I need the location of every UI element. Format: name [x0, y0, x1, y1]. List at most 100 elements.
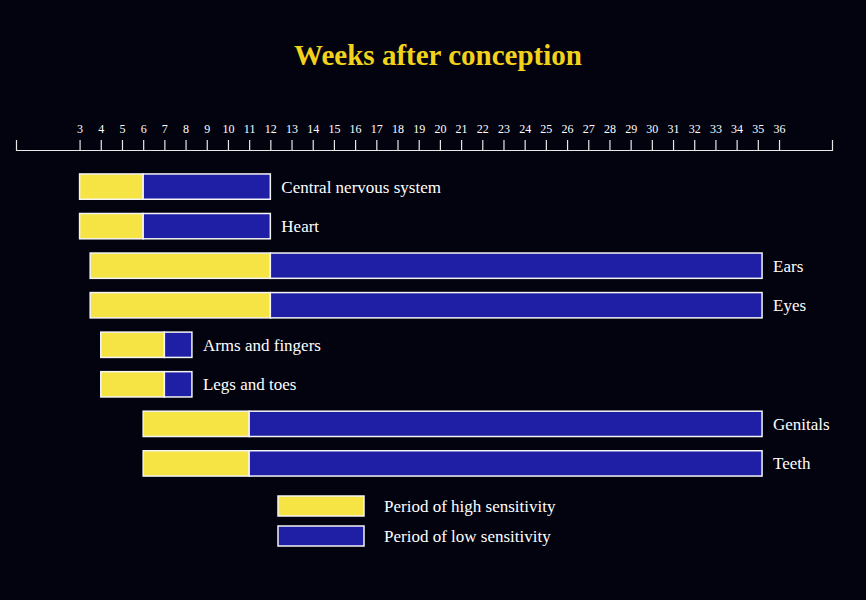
- bars: [80, 174, 762, 476]
- tick: 7: [162, 122, 168, 150]
- tick: 34: [731, 122, 743, 150]
- tick-mark: [334, 140, 335, 150]
- title: Weeks after conception: [294, 39, 582, 71]
- tick-label: 9: [204, 122, 210, 136]
- tick: 36: [774, 122, 786, 150]
- bar-segment: [143, 213, 270, 238]
- background: [0, 0, 866, 600]
- tick: 14: [307, 122, 319, 150]
- tick-mark: [313, 140, 314, 150]
- tick-mark: [694, 140, 695, 150]
- tick-mark: [567, 140, 568, 150]
- tick-mark: [652, 140, 653, 150]
- tick-mark: [101, 140, 102, 150]
- tick-label: 31: [668, 122, 680, 136]
- tick: 27: [583, 122, 595, 150]
- axis-line: [17, 140, 833, 151]
- tick-mark: [291, 140, 292, 150]
- tick-mark: [525, 140, 526, 150]
- bar-segment: [164, 372, 192, 397]
- tick-label: 24: [519, 122, 531, 136]
- tick-mark: [419, 140, 420, 150]
- category-label: Legs and toes: [203, 375, 296, 394]
- bar-segment: [90, 253, 270, 278]
- tick-mark: [461, 140, 462, 150]
- tick: 4: [98, 122, 104, 150]
- tick: 21: [456, 122, 468, 150]
- tick-label: 36: [774, 122, 786, 136]
- tick-mark: [631, 140, 632, 150]
- category-label: Ears: [773, 257, 803, 276]
- tick-label: 13: [286, 122, 298, 136]
- bar-segment: [249, 411, 762, 436]
- tick-label: 27: [583, 122, 595, 136]
- tick-mark: [228, 140, 229, 150]
- tick-mark: [609, 140, 610, 150]
- tick-label: 22: [477, 122, 489, 136]
- tick-label: 4: [98, 122, 104, 136]
- tick: 20: [434, 122, 446, 150]
- tick: 11: [244, 122, 256, 150]
- tick-label: 14: [307, 122, 319, 136]
- tick: 19: [413, 122, 425, 150]
- legend-swatch: [278, 496, 364, 516]
- tick-label: 32: [689, 122, 701, 136]
- tick-label: 18: [392, 122, 404, 136]
- tick-label: 8: [183, 122, 189, 136]
- tick-label: 19: [413, 122, 425, 136]
- tick: 31: [668, 122, 680, 150]
- tick: 24: [519, 122, 531, 150]
- tick-mark: [122, 140, 123, 150]
- category-label: Eyes: [773, 296, 806, 315]
- tick-mark: [758, 140, 759, 150]
- category-label: Central nervous system: [281, 178, 441, 197]
- bar-segment: [270, 293, 762, 318]
- tick-mark: [482, 140, 483, 150]
- tick: 8: [183, 122, 189, 150]
- tick-label: 7: [162, 122, 168, 136]
- tick-mark: [270, 140, 271, 150]
- tick-label: 6: [141, 122, 147, 136]
- legend-label: Period of high sensitivity: [384, 497, 556, 516]
- bar-segment: [101, 372, 165, 397]
- tick-mark: [376, 140, 377, 150]
- tick-label: 20: [434, 122, 446, 136]
- tick: 6: [141, 122, 147, 150]
- tick-mark: [79, 140, 80, 150]
- bar-segment: [80, 213, 144, 238]
- tick: 13: [286, 122, 298, 150]
- tick: 22: [477, 122, 489, 150]
- tick: 5: [119, 122, 125, 150]
- tick-mark: [440, 140, 441, 150]
- tick: 32: [689, 122, 701, 150]
- tick-label: 25: [540, 122, 552, 136]
- bar-segment: [143, 174, 270, 199]
- tick-label: 35: [752, 122, 764, 136]
- tick-mark: [779, 140, 780, 150]
- tick: 10: [222, 122, 234, 150]
- tick-label: 21: [456, 122, 468, 136]
- tick-mark: [249, 140, 250, 150]
- tick-mark: [355, 140, 356, 150]
- bar-segment: [143, 451, 249, 476]
- tick-mark: [588, 140, 589, 150]
- tick: 26: [562, 122, 574, 150]
- bar-segment: [80, 174, 144, 199]
- tick: 9: [204, 122, 210, 150]
- tick-label: 26: [562, 122, 574, 136]
- category-label: Teeth: [773, 454, 811, 473]
- tick: 18: [392, 122, 404, 150]
- legend-swatch: [278, 526, 364, 546]
- tick-label: 28: [604, 122, 616, 136]
- tick: 23: [498, 122, 510, 150]
- tick-mark: [143, 140, 144, 150]
- tick-label: 12: [265, 122, 277, 136]
- bar-segment: [270, 253, 762, 278]
- tick: 30: [646, 122, 658, 150]
- tick: 33: [710, 122, 722, 150]
- category-label: Heart: [281, 217, 319, 236]
- tick: 25: [540, 122, 552, 150]
- bar-segment: [249, 451, 762, 476]
- tick-mark: [715, 140, 716, 150]
- tick: 17: [371, 122, 383, 150]
